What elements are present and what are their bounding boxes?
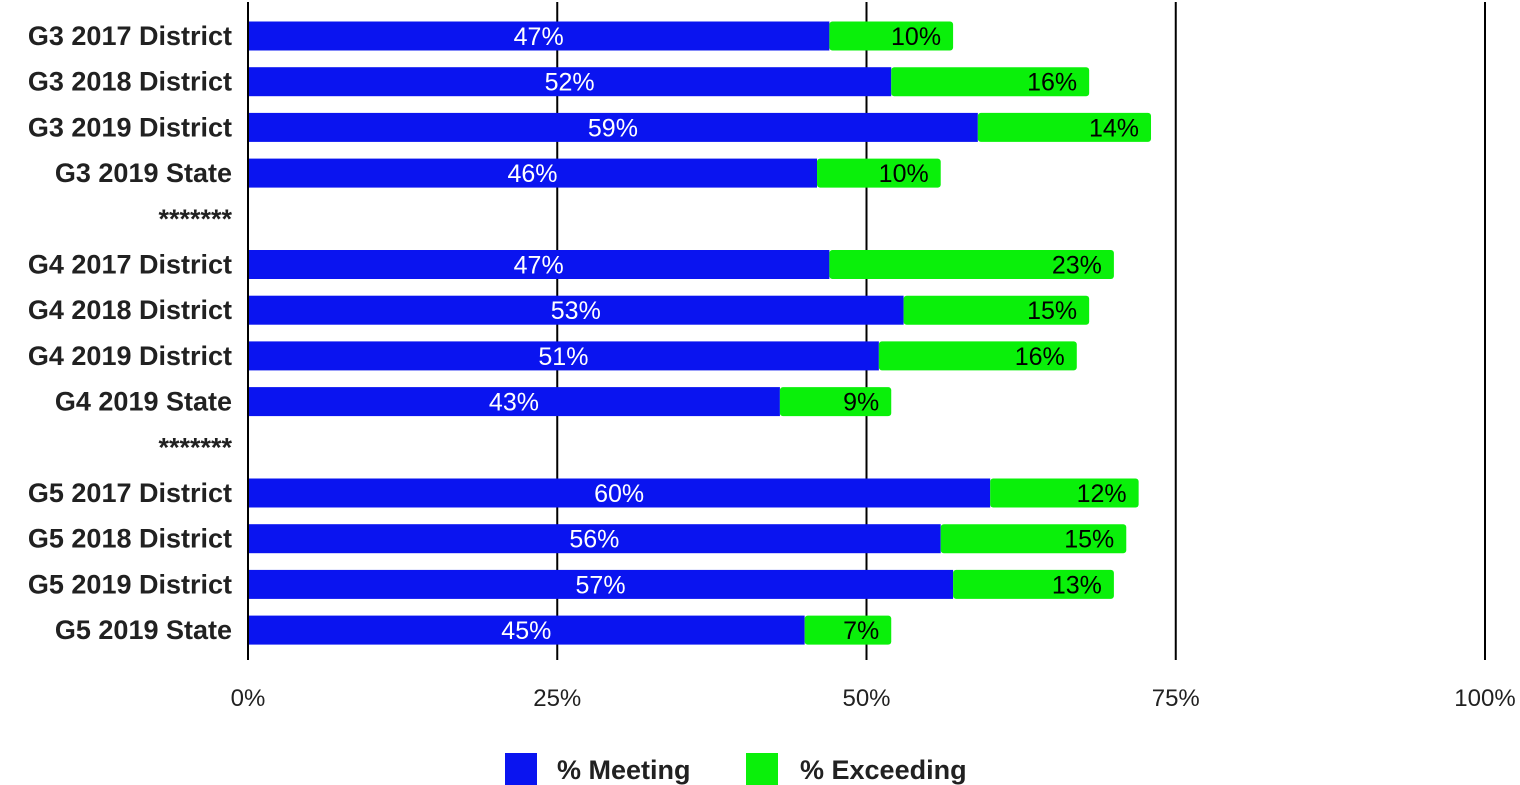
bar-exceeding xyxy=(829,21,954,51)
legend-label-exceeding: % Exceeding xyxy=(800,755,967,785)
data-label-exceeding: 16% xyxy=(1015,343,1065,371)
x-tick-label: 100% xyxy=(1454,685,1515,712)
category-label: G4 2017 District xyxy=(28,250,232,280)
bar-exceeding xyxy=(829,250,1114,279)
data-label-exceeding: 14% xyxy=(1089,114,1139,142)
bar-exceeding xyxy=(903,295,1090,325)
bar-exceeding xyxy=(804,615,892,645)
category-label: G3 2019 District xyxy=(28,112,232,142)
bar-exceeding xyxy=(953,569,1114,599)
bar-exceeding xyxy=(940,524,1127,554)
bar-meeting xyxy=(248,67,892,97)
category-label: G4 2019 State xyxy=(55,387,232,417)
category-label: ******* xyxy=(158,432,232,462)
bar-exceeding xyxy=(977,112,1152,142)
category-label: G5 2019 State xyxy=(55,615,232,645)
bar-meeting xyxy=(248,524,941,554)
bar-exceeding xyxy=(817,158,941,188)
bar-exceeding xyxy=(779,387,892,417)
bar-exceeding xyxy=(891,67,1090,97)
gridlines xyxy=(556,2,1486,660)
legend-label-meeting: % Meeting xyxy=(557,755,691,785)
category-label: G3 2018 District xyxy=(28,67,232,97)
x-tick-label: 75% xyxy=(1152,685,1200,712)
data-label-meeting: 46% xyxy=(507,160,557,188)
x-tick-label: 50% xyxy=(842,685,890,712)
bar-exceeding xyxy=(990,478,1139,508)
data-label-exceeding: 10% xyxy=(891,23,941,51)
x-tick-labels: 0% 25% 50% 75% 100% xyxy=(231,685,1516,712)
data-label-meeting: 59% xyxy=(588,114,638,142)
bar-meeting xyxy=(248,112,978,142)
data-label-meeting: 47% xyxy=(514,23,564,51)
data-label-meeting: 51% xyxy=(538,343,588,371)
data-label-meeting: 56% xyxy=(569,526,619,554)
data-label-meeting: 43% xyxy=(489,389,539,417)
bar-meeting xyxy=(248,250,830,279)
data-label-exceeding: 15% xyxy=(1064,526,1114,554)
data-label-meeting: 52% xyxy=(545,69,595,97)
data-label-meeting: 60% xyxy=(594,480,644,508)
category-label: G5 2019 District xyxy=(28,569,232,599)
category-label: G4 2018 District xyxy=(28,295,232,325)
bar-meeting xyxy=(248,295,904,325)
bar-meeting xyxy=(248,21,830,51)
x-tick-label: 25% xyxy=(533,685,581,712)
x-tick-label: 0% xyxy=(231,685,266,712)
category-label: ******* xyxy=(158,204,232,234)
data-label-exceeding: 9% xyxy=(843,389,879,417)
bar-meeting xyxy=(248,341,879,371)
data-label-meeting: 53% xyxy=(551,297,601,325)
bars: 47% 10% 52% 16% 59% 14% 46% 10% 47% 23% 53% 15% 51% 1… xyxy=(248,21,1152,645)
bar-meeting xyxy=(248,158,818,188)
bar-meeting xyxy=(248,478,991,508)
legend-swatch-exceeding xyxy=(746,753,778,785)
category-label: G5 2018 District xyxy=(28,524,232,554)
data-label-exceeding: 13% xyxy=(1052,571,1102,599)
data-label-exceeding: 23% xyxy=(1052,252,1102,280)
category-label: G5 2017 District xyxy=(28,478,232,508)
bar-meeting xyxy=(248,387,780,417)
category-labels: G3 2017 District G3 2018 District G3 2019 … xyxy=(28,21,233,645)
bar-meeting xyxy=(248,615,805,645)
data-label-exceeding: 12% xyxy=(1077,480,1127,508)
data-label-exceeding: 7% xyxy=(843,617,879,645)
category-label: G3 2017 District xyxy=(28,21,232,51)
data-label-meeting: 45% xyxy=(501,617,551,645)
data-label-meeting: 47% xyxy=(514,252,564,280)
legend: % Meeting % Exceeding xyxy=(505,753,967,785)
legend-swatch-meeting xyxy=(505,753,537,785)
data-label-exceeding: 16% xyxy=(1027,69,1077,97)
bar-meeting xyxy=(248,569,954,599)
data-label-exceeding: 10% xyxy=(879,160,929,188)
category-label: G4 2019 District xyxy=(28,341,232,371)
bar-exceeding xyxy=(878,341,1077,371)
data-label-meeting: 57% xyxy=(576,571,626,599)
category-label: G3 2019 State xyxy=(55,158,232,188)
data-label-exceeding: 15% xyxy=(1027,297,1077,325)
